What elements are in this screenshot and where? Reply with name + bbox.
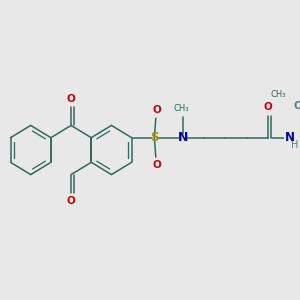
Text: S: S [150, 131, 159, 144]
Text: CH₃: CH₃ [271, 90, 286, 99]
Text: CH₃: CH₃ [174, 104, 189, 113]
Text: H: H [291, 140, 299, 150]
Text: N: N [284, 131, 294, 144]
Text: O: O [67, 196, 75, 206]
Text: O: O [153, 105, 162, 115]
Text: O: O [153, 160, 162, 170]
Text: O: O [294, 100, 300, 111]
Text: O: O [264, 103, 272, 112]
Text: N: N [178, 131, 188, 144]
Text: O: O [67, 94, 75, 104]
